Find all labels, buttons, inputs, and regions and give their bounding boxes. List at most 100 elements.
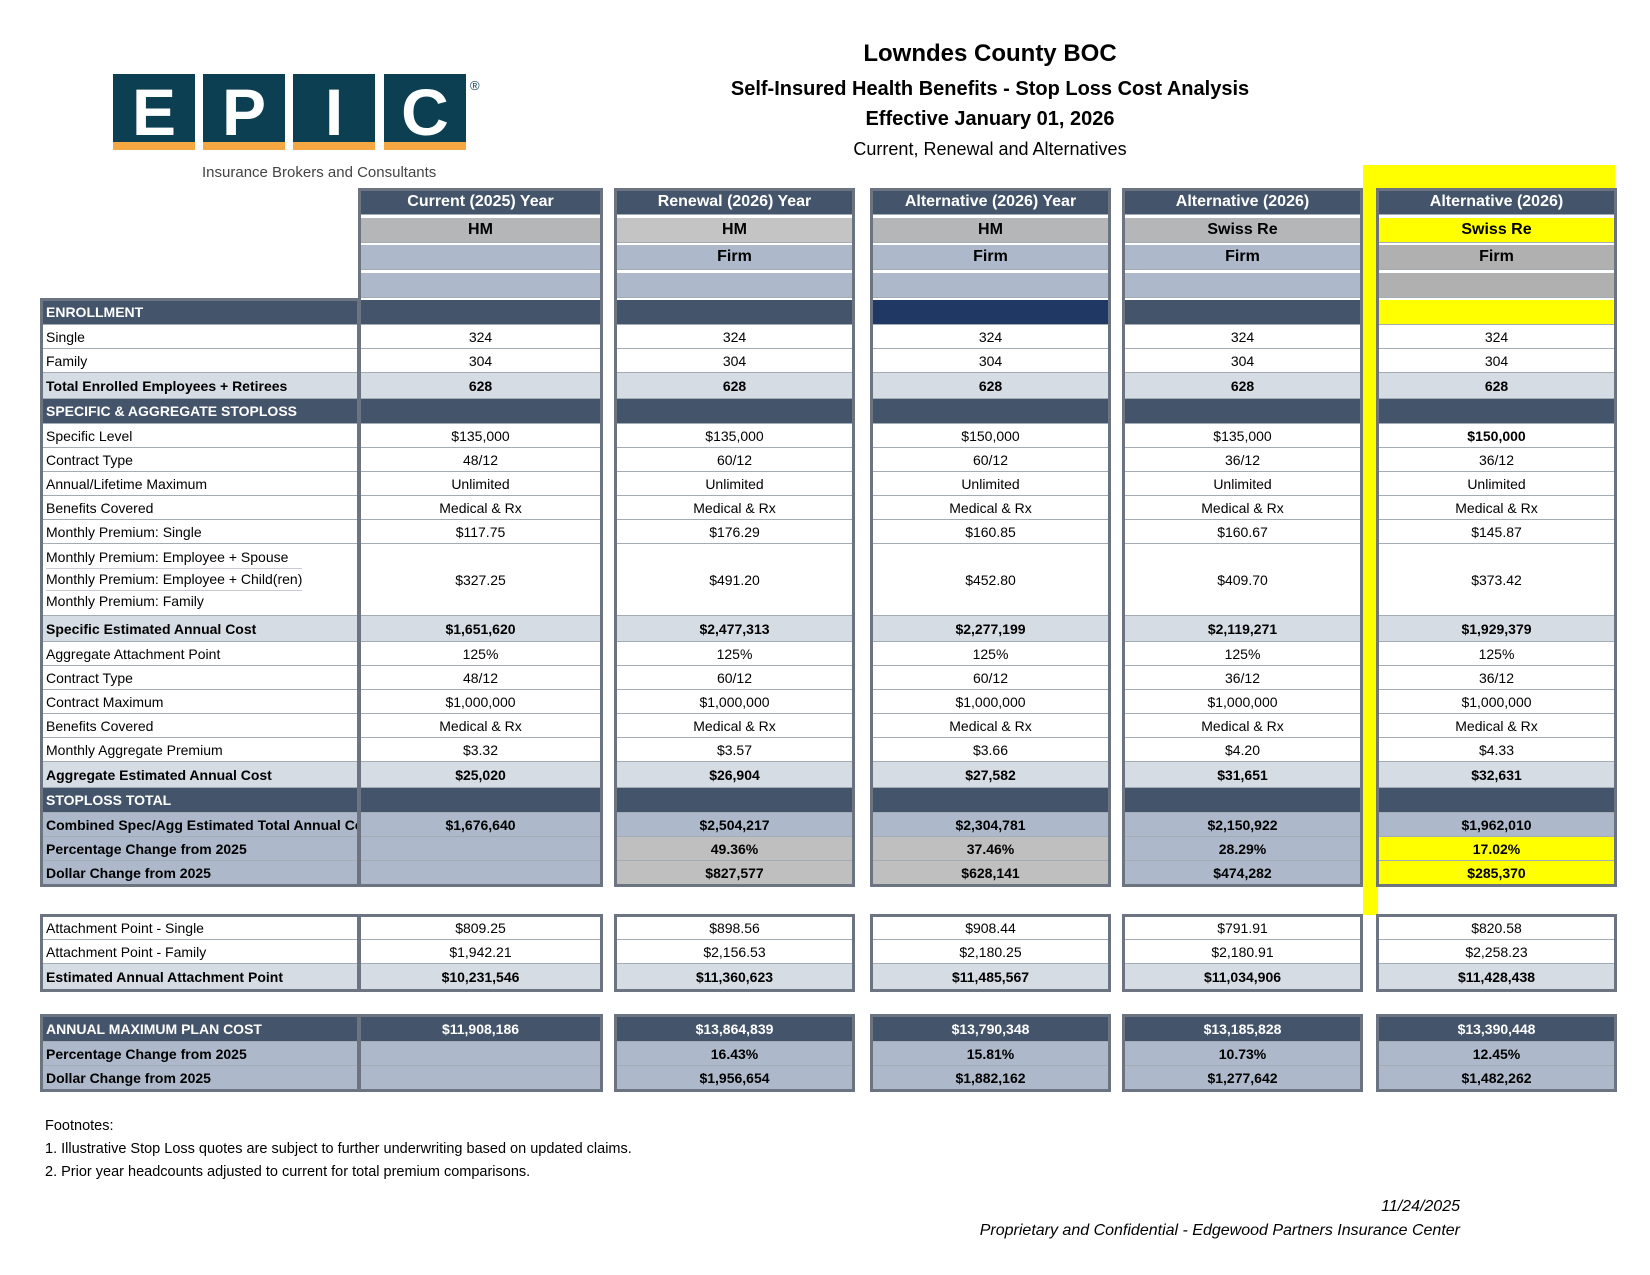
- value-cell: $176.29: [616, 520, 853, 544]
- value-cell: 36/12: [1124, 666, 1361, 690]
- value-cell: [1124, 399, 1361, 424]
- value-cell: $4.33: [1378, 738, 1615, 762]
- column-header-rating: Firm: [872, 245, 1109, 270]
- value-cell: $809.25: [360, 916, 601, 940]
- registered-mark: ®: [470, 78, 480, 93]
- document-subtitle: Self-Insured Health Benefits - Stop Loss…: [730, 78, 1250, 100]
- value-cell: $1,651,620: [360, 616, 601, 642]
- value-cell: Unlimited: [1378, 472, 1615, 496]
- footnotes-heading: Footnotes:: [45, 1118, 114, 1134]
- value-cell: 324: [872, 325, 1109, 349]
- value-cell: 628: [872, 373, 1109, 399]
- row-label: SPECIFIC & AGGREGATE STOPLOSS: [42, 399, 358, 424]
- value-cell: $150,000: [872, 424, 1109, 448]
- value-cell: 628: [616, 373, 853, 399]
- value-cell: $491.20: [616, 544, 853, 616]
- value-cell: $160.85: [872, 520, 1109, 544]
- row-label: Benefits Covered: [42, 714, 358, 738]
- row-label: Aggregate Estimated Annual Cost: [42, 762, 358, 788]
- value-cell: $11,360,623: [616, 964, 853, 990]
- value-cell: 628: [360, 373, 601, 399]
- value-cell: $13,390,448: [1378, 1016, 1615, 1042]
- value-cell: $791.91: [1124, 916, 1361, 940]
- value-cell: $4.20: [1124, 738, 1361, 762]
- row-label: Attachment Point - Family: [42, 940, 358, 964]
- value-cell: $373.42: [1378, 544, 1615, 616]
- value-cell: 60/12: [616, 666, 853, 690]
- row-label: Contract Type: [42, 448, 358, 472]
- logo-letter: E: [113, 74, 195, 150]
- row-label: ENROLLMENT: [42, 300, 358, 325]
- value-cell: $2,504,217: [616, 813, 853, 837]
- value-cell: $2,156.53: [616, 940, 853, 964]
- row-label: Attachment Point - Single: [42, 916, 358, 940]
- column-header-carrier: HM: [616, 217, 853, 243]
- value-cell: 15.81%: [872, 1042, 1109, 1066]
- value-cell: 125%: [872, 642, 1109, 666]
- value-cell: $1,482,262: [1378, 1066, 1615, 1090]
- value-cell: $409.70: [1124, 544, 1361, 616]
- value-cell: $1,000,000: [872, 690, 1109, 714]
- value-cell: $1,277,642: [1124, 1066, 1361, 1090]
- value-cell: [616, 788, 853, 813]
- value-cell: $11,485,567: [872, 964, 1109, 990]
- value-cell: $1,956,654: [616, 1066, 853, 1090]
- column-header-carrier: HM: [872, 217, 1109, 243]
- value-cell: $117.75: [360, 520, 601, 544]
- value-cell: $1,942.21: [360, 940, 601, 964]
- value-cell: 125%: [1124, 642, 1361, 666]
- value-cell: 304: [1124, 349, 1361, 373]
- row-sublabel: Monthly Premium: Employee + Child(ren): [46, 569, 303, 591]
- row-label: Combined Spec/Agg Estimated Total Annual…: [42, 813, 358, 837]
- value-cell: $31,651: [1124, 762, 1361, 788]
- value-cell: 48/12: [360, 666, 601, 690]
- value-cell: $1,000,000: [1378, 690, 1615, 714]
- value-cell: [872, 788, 1109, 813]
- value-cell: 324: [616, 325, 853, 349]
- value-cell: [1378, 788, 1615, 813]
- footnote-2: 2. Prior year headcounts adjusted to cur…: [45, 1164, 531, 1180]
- value-cell: [360, 1066, 601, 1090]
- column-header-carrier: HM: [360, 217, 601, 243]
- row-label: Annual/Lifetime Maximum: [42, 472, 358, 496]
- value-cell: $1,000,000: [1124, 690, 1361, 714]
- value-cell: [360, 788, 601, 813]
- value-cell: $135,000: [616, 424, 853, 448]
- value-cell: $2,150,922: [1124, 813, 1361, 837]
- value-cell: $628,141: [872, 861, 1109, 885]
- value-cell: 60/12: [872, 666, 1109, 690]
- row-label: Benefits Covered: [42, 496, 358, 520]
- value-cell: Medical & Rx: [616, 714, 853, 738]
- value-cell: $898.56: [616, 916, 853, 940]
- column-header-rating: [360, 245, 601, 270]
- value-cell: Unlimited: [872, 472, 1109, 496]
- value-cell: 17.02%: [1378, 837, 1615, 861]
- value-cell: $3.66: [872, 738, 1109, 762]
- value-cell: 10.73%: [1124, 1042, 1361, 1066]
- row-label: Percentage Change from 2025: [42, 837, 358, 861]
- value-cell: 49.36%: [616, 837, 853, 861]
- value-cell: $2,304,781: [872, 813, 1109, 837]
- column-header-carrier: Swiss Re: [1378, 217, 1615, 243]
- row-label: ANNUAL MAXIMUM PLAN COST: [42, 1016, 358, 1042]
- value-cell: $1,882,162: [872, 1066, 1109, 1090]
- value-cell: [360, 861, 601, 885]
- value-cell: [1124, 788, 1361, 813]
- column-header-title: Alternative (2026) Year: [872, 190, 1109, 215]
- value-cell: 28.29%: [1124, 837, 1361, 861]
- value-cell: $474,282: [1124, 861, 1361, 885]
- row-label: Monthly Aggregate Premium: [42, 738, 358, 762]
- value-cell: $827,577: [616, 861, 853, 885]
- logo-letter: C: [384, 74, 466, 150]
- row-label: Monthly Premium: Employee + Spouse Monthl…: [42, 544, 358, 616]
- row-label: Dollar Change from 2025: [42, 1066, 358, 1090]
- row-sublabel: Monthly Premium: Employee + Spouse: [46, 547, 303, 569]
- value-cell: Medical & Rx: [872, 714, 1109, 738]
- column-header-carrier: Swiss Re: [1124, 217, 1361, 243]
- value-cell: $2,180.91: [1124, 940, 1361, 964]
- value-cell: $26,904: [616, 762, 853, 788]
- value-cell: [616, 399, 853, 424]
- value-cell: 628: [1378, 373, 1615, 399]
- value-cell: 60/12: [872, 448, 1109, 472]
- value-cell: Unlimited: [616, 472, 853, 496]
